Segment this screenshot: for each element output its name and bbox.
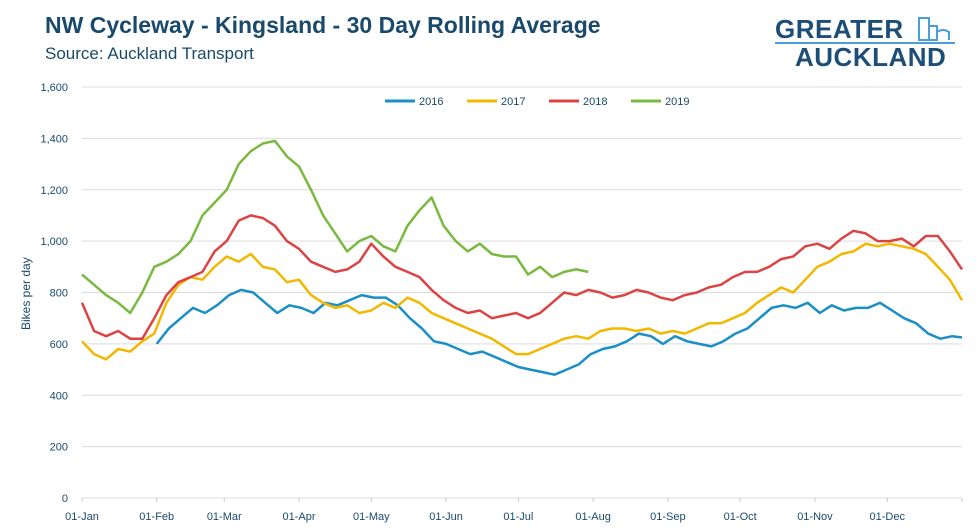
legend-label-2016: 2016 [419, 96, 443, 108]
logo-line2: AUCKLAND [795, 42, 947, 72]
legend-label-2017: 2017 [501, 96, 525, 108]
x-tick-label: 01-Apr [282, 511, 315, 523]
x-tick-label: 01-Sep [650, 511, 685, 523]
x-tick-label: 01-Oct [724, 511, 757, 523]
chart-subtitle: Source: Auckland Transport [45, 44, 254, 63]
y-tick-label: 1,400 [40, 133, 68, 145]
y-tick-label: 1,600 [40, 82, 68, 94]
series-line-2019 [81, 139, 589, 315]
legend-label-2019: 2019 [665, 96, 689, 108]
logo-underline [775, 42, 955, 44]
legend-label-2018: 2018 [583, 96, 607, 108]
y-tick-label: 1,200 [40, 185, 68, 197]
y-tick-label: 800 [50, 288, 68, 300]
x-tick-label: 01-Feb [139, 511, 174, 523]
logo-line1: GREATER [775, 14, 904, 44]
x-tick-label: 01-Jan [65, 511, 99, 523]
y-tick-label: 200 [50, 442, 68, 454]
greater-auckland-logo: GREATER AUCKLAND [775, 14, 965, 74]
x-tick-label: 01-Mar [207, 511, 242, 523]
y-tick-label: 600 [50, 339, 68, 351]
chart-title: NW Cycleway - Kingsland - 30 Day Rolling… [45, 12, 601, 38]
series-line-2016 [155, 288, 963, 376]
x-tick-label: 01-Jul [503, 511, 533, 523]
y-tick-label: 400 [50, 390, 68, 402]
x-tick-label: 01-Dec [870, 511, 906, 523]
y-tick-label: 0 [62, 493, 68, 505]
series-line-2017 [81, 242, 964, 361]
y-axis-label: Bikes per day [19, 257, 33, 330]
x-tick-label: 01-Nov [797, 511, 833, 523]
series-line-2018 [80, 214, 964, 340]
x-tick-label: 01-Aug [575, 511, 610, 523]
x-tick-label: 01-Jun [429, 511, 463, 523]
y-tick-label: 1,000 [40, 236, 68, 248]
building-icon [918, 17, 950, 41]
x-tick-label: 01-May [353, 511, 390, 523]
